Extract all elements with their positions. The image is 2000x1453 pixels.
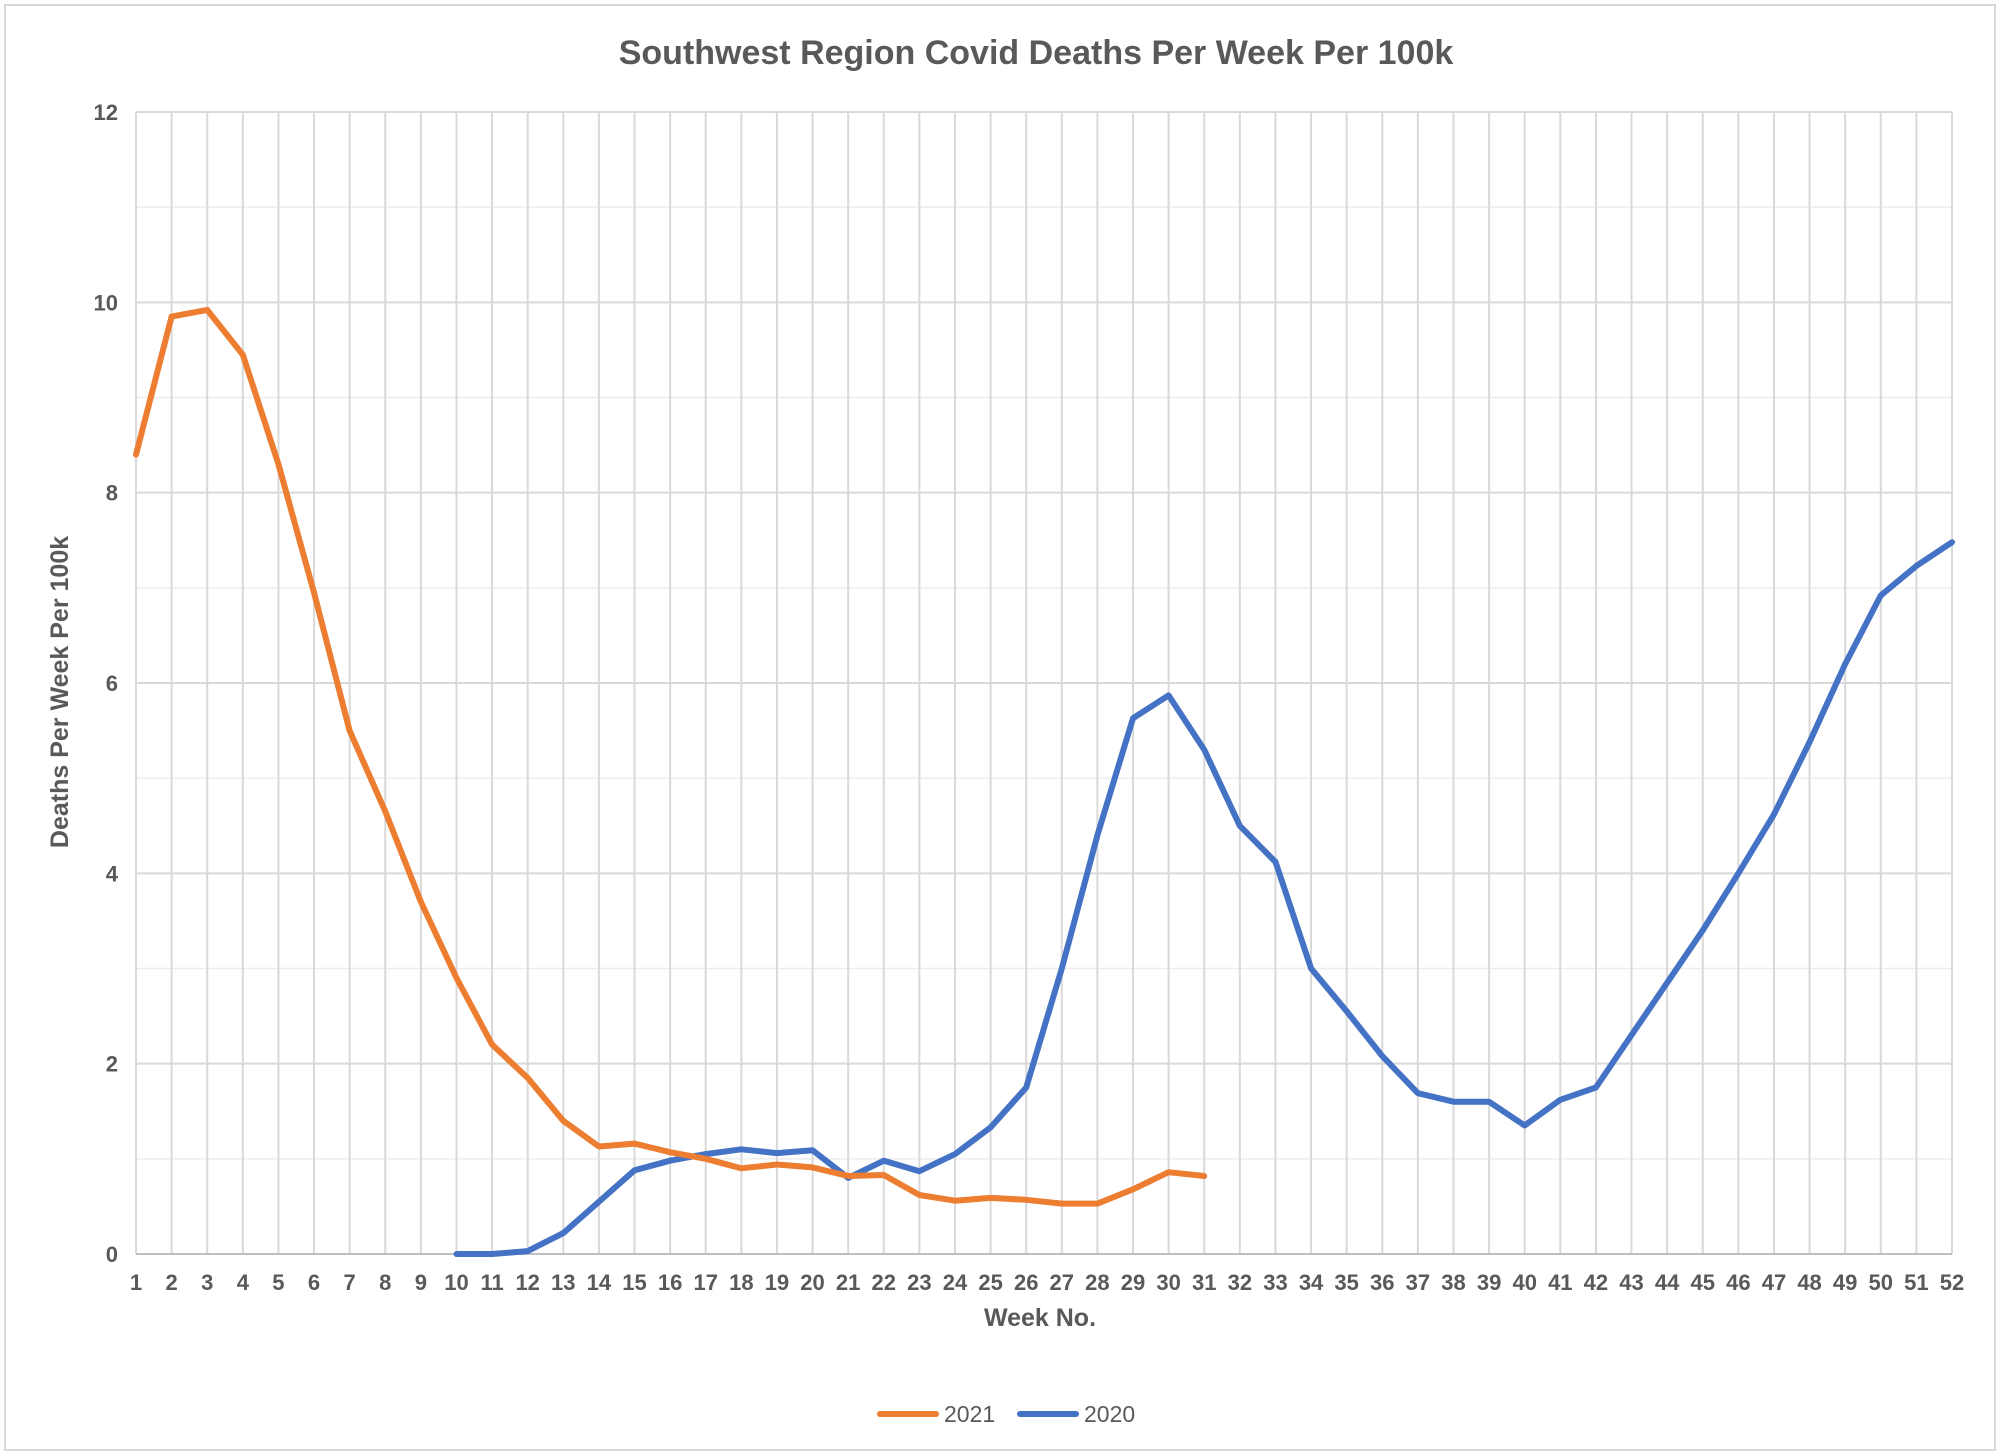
x-tick-label: 17 — [693, 1270, 717, 1295]
x-tick-label: 46 — [1726, 1270, 1750, 1295]
x-tick-label: 2 — [165, 1270, 177, 1295]
x-tick-label: 42 — [1584, 1270, 1608, 1295]
x-tick-label: 51 — [1904, 1270, 1928, 1295]
x-tick-label: 50 — [1869, 1270, 1893, 1295]
x-tick-label: 41 — [1548, 1270, 1572, 1295]
x-tick-label: 47 — [1762, 1270, 1786, 1295]
x-tick-label: 29 — [1121, 1270, 1145, 1295]
y-tick-label: 6 — [106, 671, 118, 696]
grid-layer — [135, 111, 1953, 1255]
series-line-2021 — [133, 306, 1208, 1207]
x-tick-label: 10 — [444, 1270, 468, 1295]
x-tick-label: 14 — [587, 1270, 612, 1295]
x-tick-label: 5 — [272, 1270, 284, 1295]
x-tick-label: 12 — [515, 1270, 539, 1295]
x-tick-label: 44 — [1655, 1270, 1680, 1295]
legend: 2021 2020 — [877, 1401, 1135, 1427]
y-tick-label: 12 — [94, 100, 118, 125]
y-tick-label: 4 — [106, 861, 119, 886]
x-tick-label: 27 — [1050, 1270, 1074, 1295]
x-tick-label: 16 — [658, 1270, 682, 1295]
y-tick-label: 2 — [106, 1052, 118, 1077]
x-tick-label: 3 — [201, 1270, 213, 1295]
series-line-2020 — [453, 539, 1955, 1257]
series-layer — [133, 306, 1955, 1257]
x-tick-label: 7 — [344, 1270, 356, 1295]
x-tick-label: 43 — [1619, 1270, 1643, 1295]
chart-title: Southwest Region Covid Deaths Per Week P… — [619, 34, 1454, 72]
x-tick-label: 26 — [1014, 1270, 1038, 1295]
x-tick-label: 45 — [1691, 1270, 1715, 1295]
legend-label-2021: 2021 — [944, 1401, 995, 1427]
x-tick-label: 38 — [1441, 1270, 1465, 1295]
x-tick-label: 37 — [1406, 1270, 1430, 1295]
x-tick-label: 22 — [872, 1270, 896, 1295]
x-tick-label: 30 — [1156, 1270, 1180, 1295]
x-tick-label: 33 — [1263, 1270, 1287, 1295]
x-tick-label: 28 — [1085, 1270, 1109, 1295]
y-tick-label: 10 — [94, 290, 118, 315]
chart-canvas: Southwest Region Covid Deaths Per Week P… — [46, 34, 1965, 1427]
legend-label-2020: 2020 — [1084, 1401, 1135, 1427]
x-tick-label: 15 — [622, 1270, 646, 1295]
y-tick-label: 8 — [106, 481, 118, 506]
x-tick-label: 8 — [379, 1270, 391, 1295]
x-tick-label: 9 — [415, 1270, 427, 1295]
x-tick-label: 35 — [1334, 1270, 1358, 1295]
x-tick-label: 11 — [480, 1270, 503, 1295]
x-tick-label: 23 — [907, 1270, 931, 1295]
x-axis-title: Week No. — [984, 1304, 1096, 1332]
x-tick-label: 32 — [1228, 1270, 1252, 1295]
x-tick-label: 19 — [765, 1270, 789, 1295]
x-tick-label: 6 — [308, 1270, 320, 1295]
x-tick-label: 34 — [1299, 1270, 1324, 1295]
chart-frame: Southwest Region Covid Deaths Per Week P… — [4, 4, 1996, 1451]
x-tick-label: 24 — [943, 1270, 968, 1295]
y-axis-title: Deaths Per Week Per 100k — [46, 536, 74, 848]
x-tick-label: 20 — [800, 1270, 824, 1295]
x-tick-label: 21 — [836, 1270, 860, 1295]
y-tick-label: 0 — [106, 1242, 118, 1267]
x-tick-label: 52 — [1940, 1270, 1964, 1295]
x-tick-label: 1 — [130, 1270, 142, 1295]
x-tick-label: 39 — [1477, 1270, 1501, 1295]
x-tick-label: 13 — [551, 1270, 575, 1295]
x-tick-label: 40 — [1512, 1270, 1536, 1295]
x-tick-label: 18 — [729, 1270, 753, 1295]
x-tick-label: 49 — [1833, 1270, 1857, 1295]
x-tick-label: 36 — [1370, 1270, 1394, 1295]
x-tick-label: 4 — [237, 1270, 250, 1295]
x-tick-label: 48 — [1797, 1270, 1821, 1295]
x-tick-label: 25 — [978, 1270, 1002, 1295]
x-tick-label: 31 — [1192, 1270, 1216, 1295]
